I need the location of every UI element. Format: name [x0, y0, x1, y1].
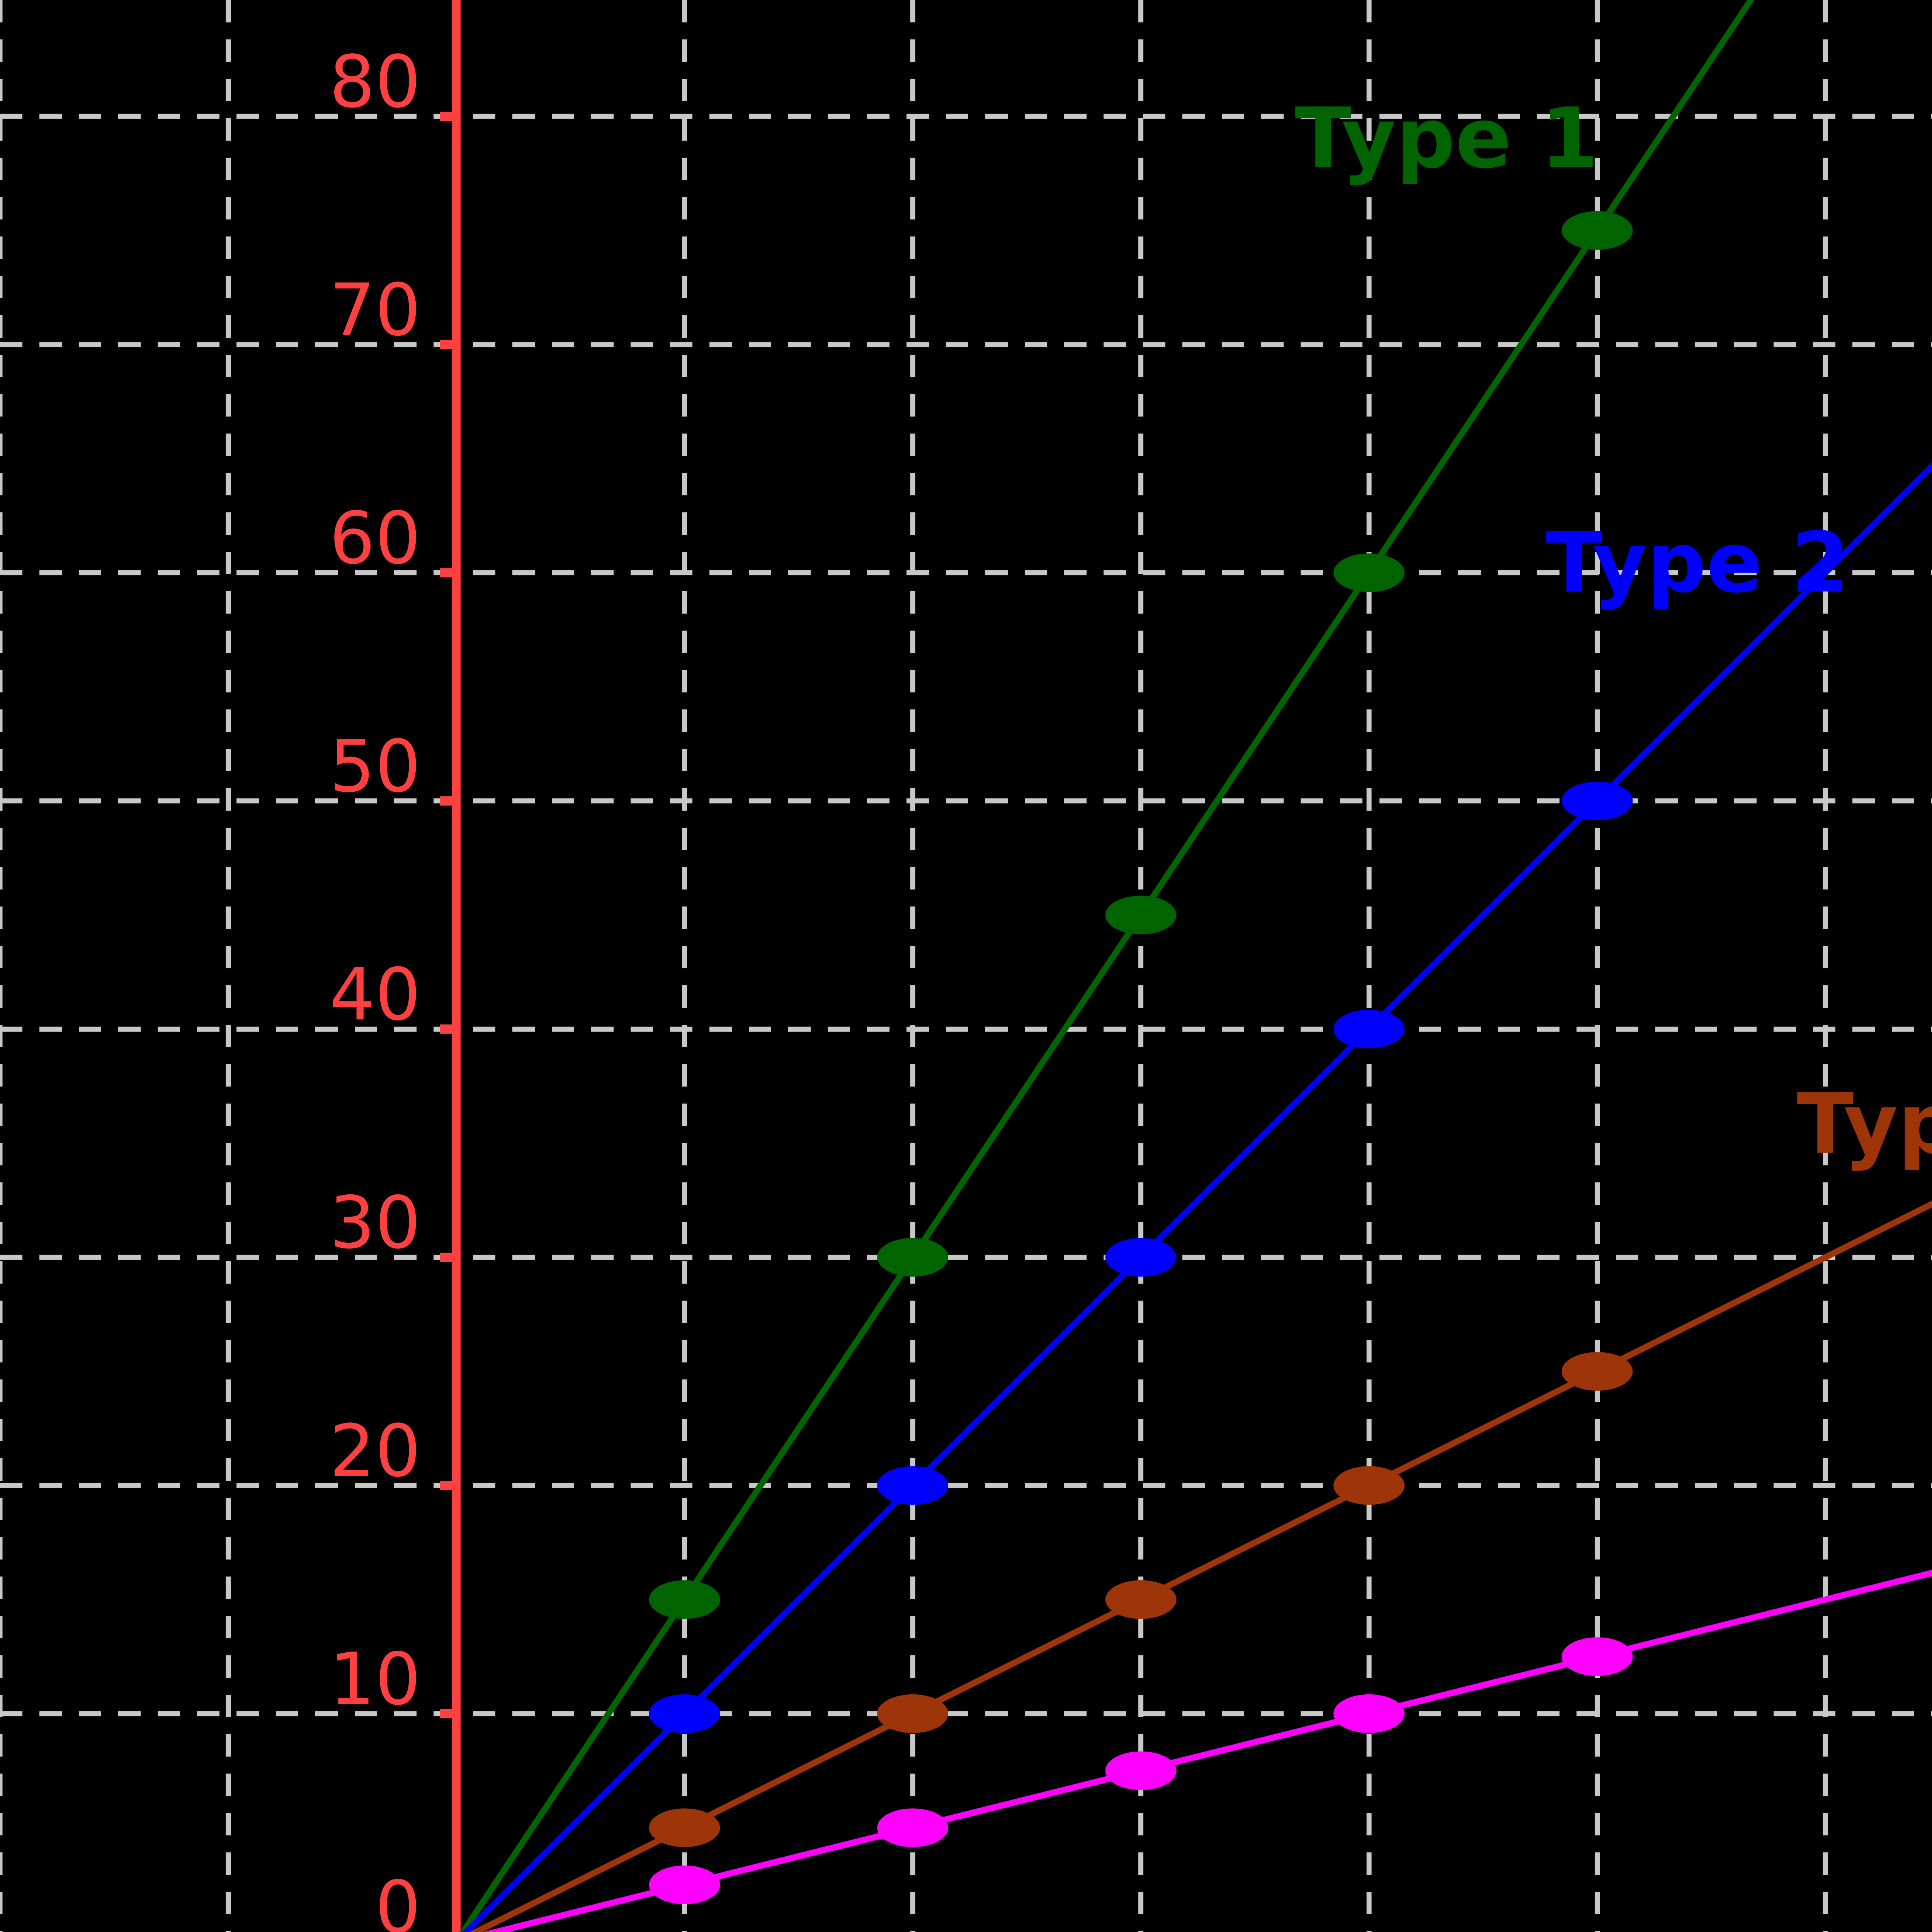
series-line-type-4 [483, 1570, 1932, 1932]
data-point-type-1-x20 [1333, 553, 1405, 592]
y-tick-label-0: 0 [375, 1865, 421, 1932]
data-point-type-4-x10 [877, 1808, 949, 1847]
data-point-type-4-x5 [649, 1865, 720, 1904]
series-line-type-3 [469, 1200, 1932, 1932]
y-tick-label-40: 40 [329, 952, 421, 1036]
axis-tick-y-80 [440, 112, 453, 121]
data-point-type-1-x5 [649, 1580, 720, 1619]
data-point-type-2-x5 [649, 1694, 720, 1733]
y-tick-label-10: 10 [329, 1637, 421, 1721]
data-point-type-3-x10 [877, 1694, 949, 1733]
axis-tick-y-10 [440, 1709, 453, 1718]
data-point-type-4-x20 [1333, 1694, 1405, 1733]
axis-tick-y-50 [440, 796, 453, 806]
y-tick-label-60: 60 [329, 496, 421, 580]
series-label-type-3: Type 3 [1797, 1075, 1932, 1172]
axis-tick-y-40 [440, 1024, 453, 1034]
data-point-type-2-x15 [1105, 1238, 1177, 1277]
axis-tick-y-70 [440, 340, 453, 349]
data-point-type-3-x5 [649, 1808, 720, 1847]
y-tick-label-70: 70 [329, 268, 421, 352]
data-point-type-1-x25 [1561, 211, 1633, 250]
y-tick-label-50: 50 [329, 724, 421, 808]
data-point-type-4-x25 [1561, 1637, 1633, 1676]
data-point-type-3-x25 [1561, 1352, 1633, 1391]
data-point-type-3-x15 [1105, 1580, 1177, 1619]
data-point-type-2-x20 [1333, 1010, 1405, 1049]
y-tick-label-80: 80 [329, 40, 421, 124]
data-point-type-2-x10 [877, 1466, 949, 1505]
axis-tick-y-60 [440, 568, 453, 578]
y-tick-label-20: 20 [329, 1409, 421, 1493]
series-label-type-1: Type 1 [1295, 90, 1598, 187]
data-point-type-1-x10 [877, 1238, 949, 1277]
series-label-type-2: Type 2 [1546, 514, 1849, 611]
data-point-type-4-x15 [1105, 1751, 1177, 1790]
data-point-type-2-x25 [1561, 781, 1633, 820]
data-point-type-1-x15 [1105, 896, 1177, 935]
axis-tick-y-20 [440, 1481, 453, 1490]
axis-tick-y-30 [440, 1252, 453, 1262]
data-point-type-3-x20 [1333, 1466, 1405, 1505]
y-tick-label-30: 30 [329, 1181, 421, 1265]
